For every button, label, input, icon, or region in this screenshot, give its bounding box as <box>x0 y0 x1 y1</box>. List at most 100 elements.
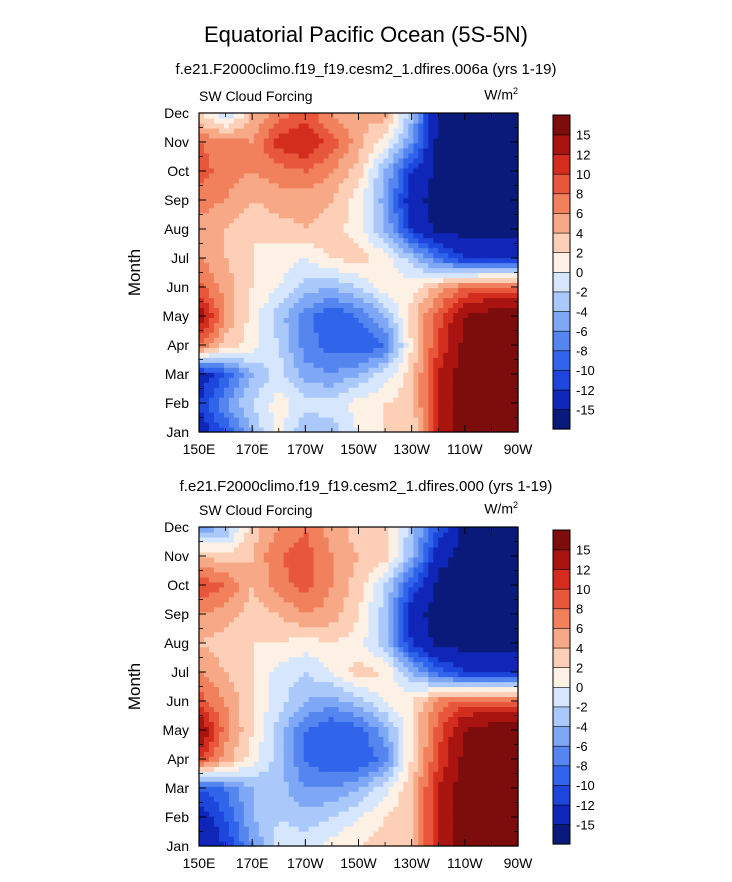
heatmap-cell <box>423 816 429 822</box>
heatmap-cell <box>458 796 464 802</box>
heatmap-cell <box>243 402 250 408</box>
heatmap-cell <box>453 831 459 837</box>
heatmap-cell <box>338 801 345 807</box>
heatmap-cell <box>393 352 399 358</box>
heatmap-cell <box>413 801 419 807</box>
heatmap-cell <box>263 397 270 403</box>
heatmap-cell <box>313 377 320 383</box>
heatmap-cell <box>268 337 275 343</box>
heatmap-cell <box>223 367 230 373</box>
heatmap-cell <box>388 397 394 403</box>
heatmap-cell <box>438 337 444 343</box>
heatmap-cell <box>368 362 375 368</box>
heatmap-cell <box>228 821 235 827</box>
heatmap-cell <box>268 377 275 383</box>
heatmap-cell <box>423 826 429 832</box>
heatmap-cell <box>453 427 459 433</box>
heatmap-cell <box>308 412 315 418</box>
heatmap-cell <box>243 392 250 398</box>
heatmap-cell <box>508 352 514 358</box>
heatmap-cell <box>413 377 419 383</box>
heatmap-cell <box>268 367 275 373</box>
heatmap-cell <box>223 826 230 832</box>
heatmap-cell <box>208 407 215 413</box>
heatmap-cell <box>353 407 360 413</box>
heatmap-cell <box>268 821 275 827</box>
heatmap-cell <box>458 362 464 368</box>
heatmap-cell <box>463 377 469 383</box>
heatmap-cell <box>323 801 330 807</box>
heatmap-cell <box>258 402 265 408</box>
heatmap-cell <box>223 347 230 353</box>
heatmap-cell <box>378 786 385 792</box>
heatmap-cell <box>343 332 350 338</box>
heatmap-cell <box>383 357 389 363</box>
heatmap-cell <box>448 352 454 358</box>
heatmap-cell <box>483 831 489 837</box>
heatmap-cell <box>218 422 225 428</box>
heatmap-cell <box>448 816 454 822</box>
heatmap-cell <box>418 811 424 817</box>
heatmap-cell <box>248 397 255 403</box>
heatmap-cell <box>408 357 414 363</box>
heatmap-cell <box>368 796 375 802</box>
heatmap-cell <box>283 422 290 428</box>
heatmap-cell <box>508 427 514 433</box>
heatmap-cell <box>213 806 220 812</box>
heatmap-cell <box>293 801 300 807</box>
heatmap-cell <box>253 372 260 378</box>
heatmap-cell <box>203 392 210 398</box>
heatmap-cell <box>353 826 360 832</box>
heatmap-cell <box>258 796 265 802</box>
heatmap-cell <box>213 831 220 837</box>
heatmap-cell <box>278 422 285 428</box>
heatmap-cell <box>218 826 225 832</box>
heatmap-cell <box>298 806 305 812</box>
heatmap-cell <box>268 831 275 837</box>
heatmap-cell <box>463 417 469 423</box>
heatmap-cell <box>253 347 260 353</box>
heatmap-cell <box>383 791 389 797</box>
heatmap-cell <box>363 796 370 802</box>
heatmap-cell <box>273 402 280 408</box>
heatmap-cell <box>448 387 454 393</box>
heatmap-cell <box>298 332 305 338</box>
heatmap-cell <box>248 791 255 797</box>
heatmap-cell <box>223 362 230 368</box>
heatmap-cell <box>358 427 365 433</box>
heatmap-cell <box>503 831 509 837</box>
heatmap-cell <box>483 417 489 423</box>
heatmap-cell <box>263 422 270 428</box>
heatmap-cell <box>333 796 340 802</box>
heatmap-cell <box>203 387 210 393</box>
heatmap-cell <box>238 816 245 822</box>
heatmap-cell <box>448 412 454 418</box>
heatmap-cell <box>418 357 424 363</box>
heatmap-cell <box>308 836 315 842</box>
heatmap-cell <box>223 382 230 388</box>
heatmap-cell <box>208 377 215 383</box>
heatmap-cell <box>478 412 484 418</box>
heatmap-cell <box>333 427 340 433</box>
heatmap-cell <box>233 332 240 338</box>
heatmap-cell <box>338 791 345 797</box>
heatmap-cell <box>378 332 385 338</box>
heatmap-cell <box>213 382 220 388</box>
heatmap-cell <box>268 362 275 368</box>
heatmap-cell <box>408 362 414 368</box>
heatmap-cell <box>203 367 210 373</box>
heatmap-cell <box>228 357 235 363</box>
heatmap-cell <box>478 826 484 832</box>
heatmap-cell <box>283 801 290 807</box>
heatmap-cell <box>208 791 215 797</box>
heatmap-cell <box>473 352 479 358</box>
heatmap-cell <box>488 417 494 423</box>
heatmap-cell <box>493 347 499 353</box>
heatmap-cell <box>383 821 389 827</box>
heatmap-cell <box>298 816 305 822</box>
heatmap-cell <box>438 786 444 792</box>
heatmap-cell <box>488 382 494 388</box>
heatmap-cell <box>463 357 469 363</box>
heatmap-cell <box>398 372 404 378</box>
heatmap-cell <box>503 357 509 363</box>
